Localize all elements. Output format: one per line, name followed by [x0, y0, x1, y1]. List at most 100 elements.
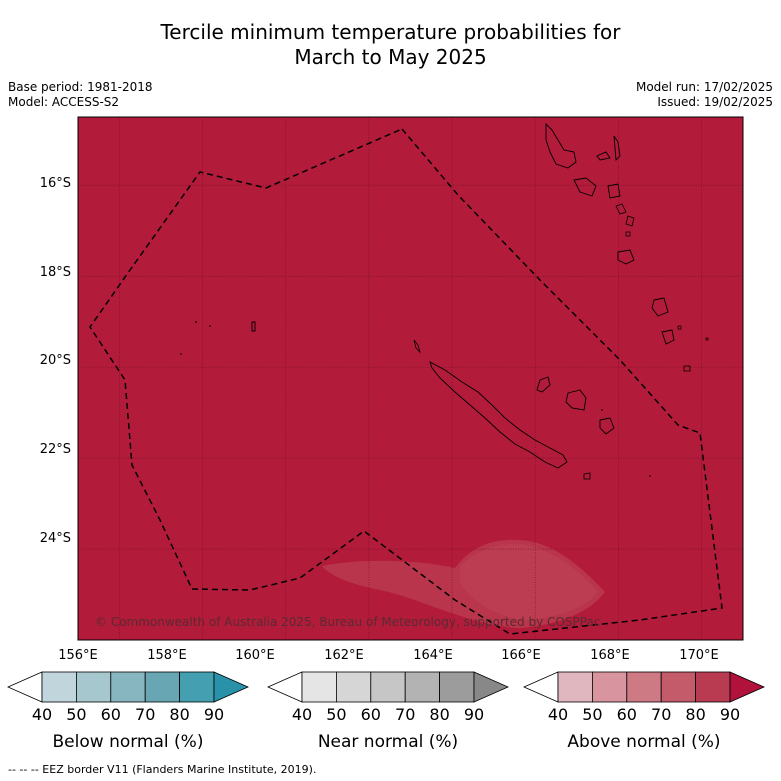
lifou-coastline	[565, 389, 587, 411]
near-normal-colorbar-label: Near normal (%)	[318, 732, 458, 752]
colorbar-tick-label: 80	[429, 705, 449, 724]
latitude-labels: 16°S 18°S 20°S 22°S 24°S	[40, 176, 71, 546]
near-normal-colorbar: 40 50 60 70 80 90 Near normal (%)	[267, 671, 509, 752]
reef-islet	[195, 321, 197, 323]
colorbar-tick-label: 70	[395, 705, 415, 724]
pentecost-coastline	[613, 135, 621, 162]
longitude-labels: 156°E 158°E 160°E 162°E 164°E 166°E 168°…	[58, 648, 719, 663]
chesterfield-reef-coastline	[251, 321, 256, 332]
colorbar-low-extension	[523, 671, 559, 703]
lon-label-164e: 164°E	[413, 648, 453, 663]
above-normal-colorbar-label: Above normal (%)	[567, 732, 720, 752]
colorbar-segment	[301, 671, 337, 703]
reef-islet	[649, 475, 651, 477]
copyright-notice: © Commonwealth of Australia 2025, Bureau…	[95, 615, 600, 629]
colorbar-segment	[41, 671, 77, 703]
colorbar-tick-label: 40	[32, 705, 52, 724]
colorbar-tick-label: 60	[101, 705, 121, 724]
colorbar-tick-label: 50	[582, 705, 602, 724]
lowest-probability-patch	[460, 544, 598, 620]
title-line-1: Tercile minimum temperature probabilitie…	[160, 20, 621, 44]
colorbar-segment	[660, 671, 697, 703]
map-title: Tercile minimum temperature probabilitie…	[0, 20, 781, 70]
colorbar-tick-label: 80	[685, 705, 705, 724]
colorbar-low-extension	[267, 671, 303, 703]
aniwa-coastline	[705, 337, 709, 341]
espiritu-santo-coastline	[545, 122, 577, 169]
lon-label-158e: 158°E	[147, 648, 187, 663]
lon-label-162e: 162°E	[324, 648, 364, 663]
map-frame	[77, 116, 744, 641]
colorbar-segment	[557, 671, 593, 703]
malakula-coastline	[573, 177, 597, 197]
lat-label-20s: 20°S	[40, 353, 71, 368]
ouvea-coastline	[536, 376, 551, 393]
colorbar-high-extension	[729, 671, 765, 703]
colorbar-low-extension	[7, 671, 43, 703]
efate-coastline	[617, 249, 635, 265]
colorbar-tick-label: 80	[169, 705, 189, 724]
colorbar-tick-label: 90	[464, 705, 484, 724]
colorbar-segment	[110, 671, 146, 703]
mare-coastline	[599, 417, 615, 435]
colorbar-segment	[144, 671, 180, 703]
erromango-coastline	[651, 297, 669, 317]
colorbar-high-extension	[213, 671, 249, 703]
colorbar-segment	[439, 671, 475, 703]
lon-label-170e: 170°E	[679, 648, 719, 663]
colorbar-tick-label: 40	[548, 705, 568, 724]
eez-border	[89, 128, 723, 635]
emae-coastline	[625, 231, 631, 237]
colorbar-segment	[695, 671, 731, 703]
title-line-2: March to May 2025	[294, 45, 487, 69]
lat-label-16s: 16°S	[40, 176, 71, 191]
colorbar-segment	[335, 671, 372, 703]
maewo-coastline	[596, 151, 611, 161]
base-period-label: Base period: 1981-2018	[8, 80, 153, 94]
new-caledonia-coastline	[429, 361, 568, 469]
reef-islet	[209, 325, 211, 327]
ambrym-coastline	[607, 183, 621, 199]
tanna-coastline	[661, 329, 675, 345]
reef-islet	[180, 353, 182, 355]
colorbar-segment	[179, 671, 215, 703]
colorbar-tick-label: 60	[617, 705, 637, 724]
lat-label-22s: 22°S	[40, 442, 71, 457]
reef-islet	[601, 409, 603, 411]
aneityum-coastline	[683, 365, 691, 372]
colorbar-segment	[592, 671, 628, 703]
probability-field	[78, 117, 743, 640]
lon-label-160e: 160°E	[235, 648, 275, 663]
epi-coastline	[615, 203, 627, 215]
meta-right: Model run: 17/02/2025 Issued: 19/02/2025	[636, 80, 773, 110]
colorbar-segment	[76, 671, 112, 703]
model-run-label: Model run: 17/02/2025	[635, 80, 773, 94]
map-panel: © Commonwealth of Australia 2025, Bureau…	[77, 116, 744, 641]
belep-islands-coastline	[413, 339, 421, 354]
colorbar-tick-label: 40	[292, 705, 312, 724]
shepherd-islands-coastline	[625, 215, 635, 227]
colorbar-tick-label: 50	[66, 705, 86, 724]
colorbar-tick-label: 60	[361, 705, 381, 724]
lat-label-18s: 18°S	[40, 265, 71, 280]
lon-label-166e: 166°E	[501, 648, 541, 663]
colorbar-tick-label: 50	[326, 705, 346, 724]
colorbar-segment	[626, 671, 662, 703]
colorbar-segment	[404, 671, 441, 703]
lat-label-24s: 24°S	[40, 531, 71, 546]
colorbar-tick-label: 90	[720, 705, 740, 724]
issued-label: Issued: 19/02/2025	[657, 95, 773, 109]
lon-label-168e: 168°E	[590, 648, 630, 663]
colorbar-tick-label: 70	[135, 705, 155, 724]
eez-footnote: -- -- -- EEZ border V11 (Flanders Marine…	[8, 763, 317, 776]
model-label: Model: ACCESS-S2	[8, 95, 120, 109]
futuna-coastline	[677, 325, 682, 330]
colorbar-tick-label: 70	[651, 705, 671, 724]
gridlines	[78, 117, 743, 640]
colorbar-segment	[370, 671, 406, 703]
meta-left: Base period: 1981-2018 Model: ACCESS-S2	[8, 80, 153, 110]
